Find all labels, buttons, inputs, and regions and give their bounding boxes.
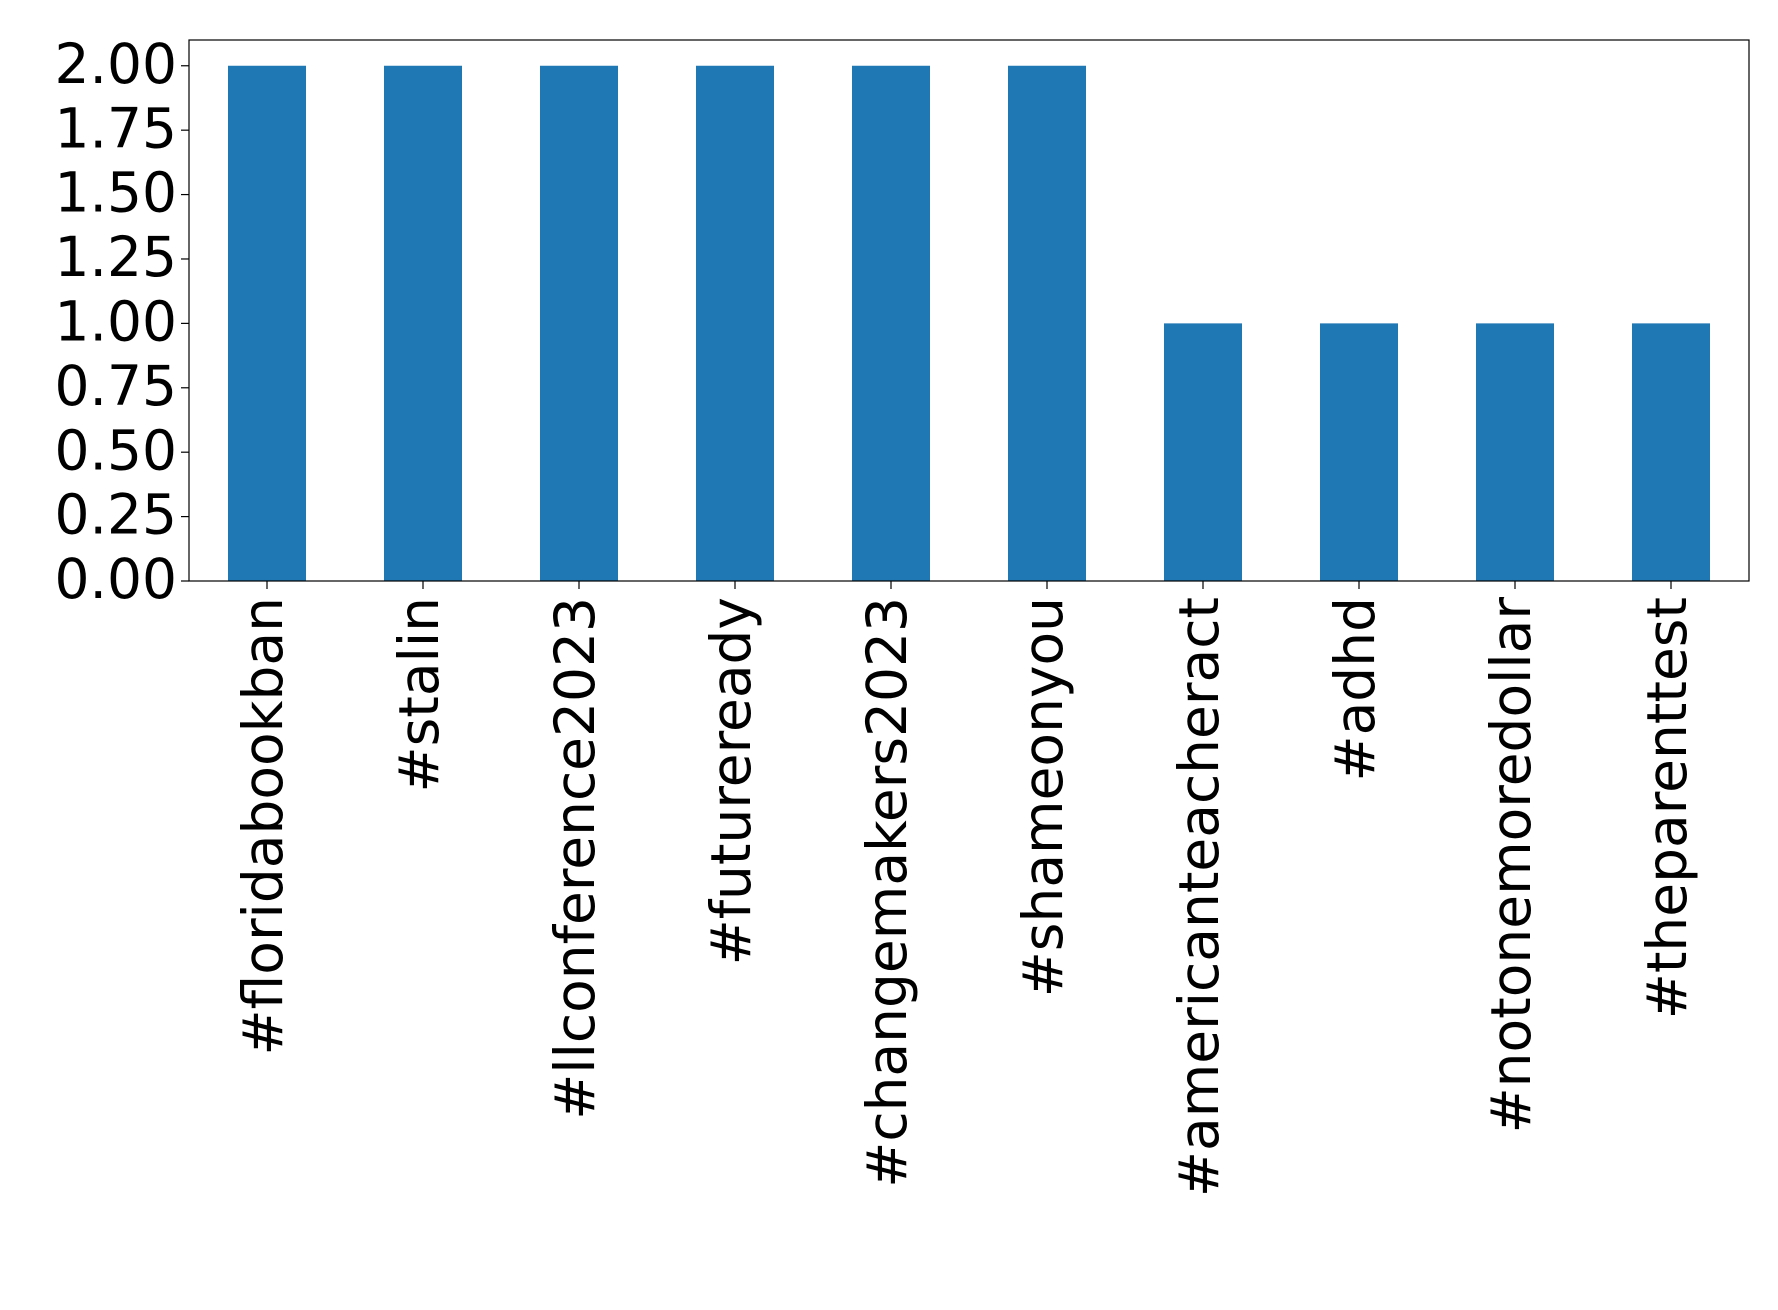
bar [228, 65, 306, 581]
plot-frame [188, 39, 1750, 582]
y-tick-label: 0.50 [55, 418, 177, 482]
x-tick-label: #stalin [387, 597, 451, 792]
x-tick-label: #llconference2023 [543, 597, 607, 1120]
x-tick-label: #shameonyou [1011, 597, 1075, 997]
bar [1320, 323, 1398, 581]
bar [384, 65, 462, 581]
x-tick-label: #futureready [699, 597, 763, 965]
bar [540, 65, 618, 581]
bar [1632, 323, 1710, 581]
y-tick-label: 2.00 [55, 32, 177, 96]
x-tick-label: #theparenttest [1635, 597, 1699, 1019]
x-tick-label: #floridabookban [231, 597, 295, 1055]
bar [852, 65, 930, 581]
bar [1008, 65, 1086, 581]
x-tick-label: #changemakers2023 [855, 597, 919, 1188]
x-tick-label: #americanteacheract [1167, 597, 1231, 1197]
y-tick-label: 1.25 [55, 225, 177, 289]
bar [1476, 323, 1554, 581]
x-tick-label: #adhd [1323, 597, 1387, 781]
x-tick-label: #notonemoredollar [1479, 597, 1543, 1134]
bar [696, 65, 774, 581]
y-tick-label: 0.25 [55, 483, 177, 547]
y-tick-label: 1.50 [55, 161, 177, 225]
y-tick-label: 0.75 [55, 354, 177, 418]
y-tick-label: 1.00 [55, 290, 177, 354]
bar [1164, 323, 1242, 581]
y-tick-label: 0.00 [55, 547, 177, 611]
y-tick-label: 1.75 [55, 96, 177, 160]
